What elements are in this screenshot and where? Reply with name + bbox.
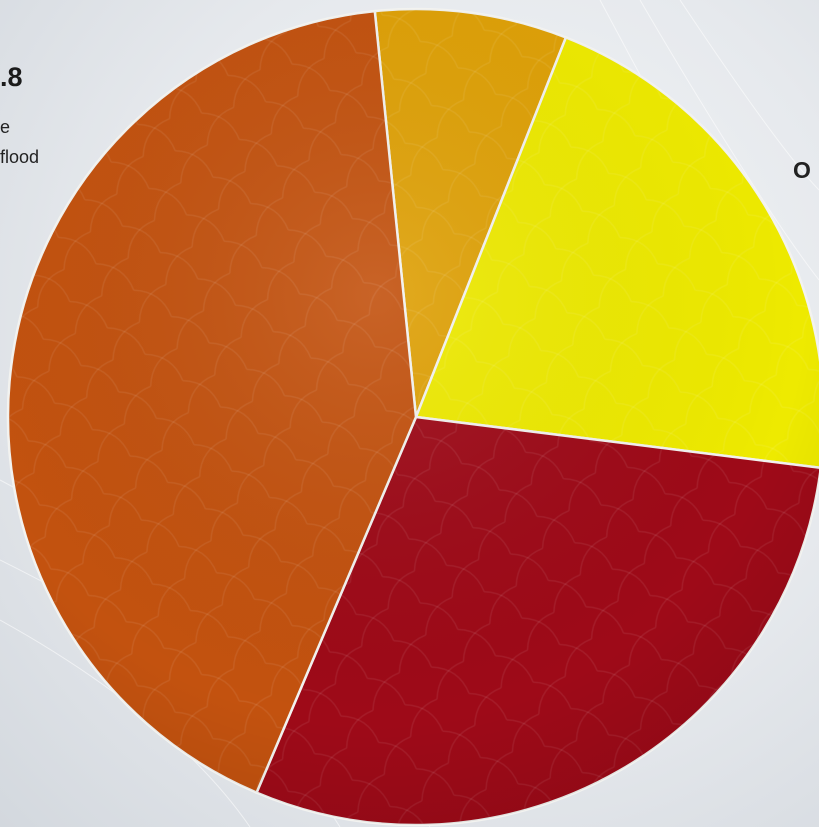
- slice-label-text-line-2: flood: [0, 147, 40, 167]
- slice-label-value: .8: [0, 62, 23, 92]
- slice-label-right: O: [793, 157, 811, 183]
- slice-label-text-line-1: e: [0, 117, 11, 137]
